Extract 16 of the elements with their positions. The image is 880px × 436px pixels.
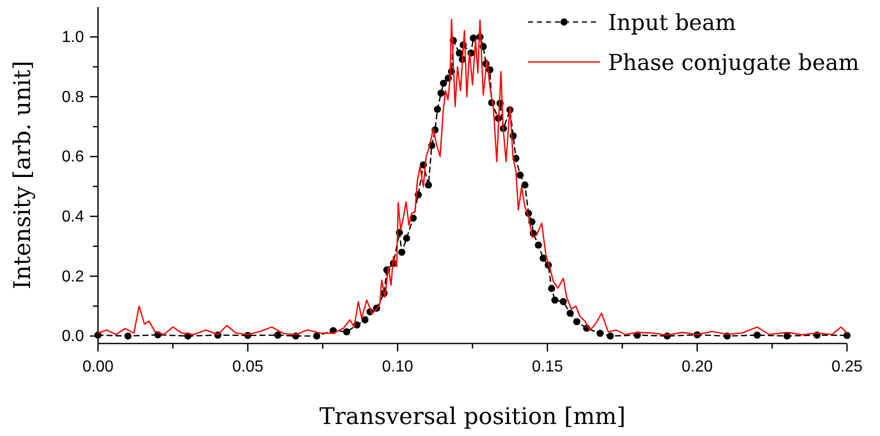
legend-label: Phase conjugate beam bbox=[608, 51, 860, 76]
x-tick-label: 0.10 bbox=[382, 358, 414, 376]
y-tick-label: 0.6 bbox=[62, 148, 84, 166]
y-tick-label: 0.4 bbox=[62, 208, 84, 226]
y-tick-label: 0.0 bbox=[62, 328, 84, 346]
legend-label: Input beam bbox=[608, 11, 736, 36]
y-tick-label: 1.0 bbox=[62, 29, 84, 46]
y-axis-title: Intensity [arb. unit] bbox=[10, 60, 36, 290]
x-tick-label: 0.20 bbox=[682, 358, 713, 376]
x-tick-label: 0.05 bbox=[232, 358, 264, 376]
y-tick-label: 0.8 bbox=[62, 88, 84, 106]
x-tick-label: 0.00 bbox=[82, 358, 114, 376]
x-tick-label: 0.15 bbox=[532, 358, 564, 376]
x-axis-title: Transversal position [mm] bbox=[319, 404, 626, 430]
y-tick-label: 0.2 bbox=[62, 268, 84, 286]
x-tick-label: 0.25 bbox=[831, 358, 863, 376]
